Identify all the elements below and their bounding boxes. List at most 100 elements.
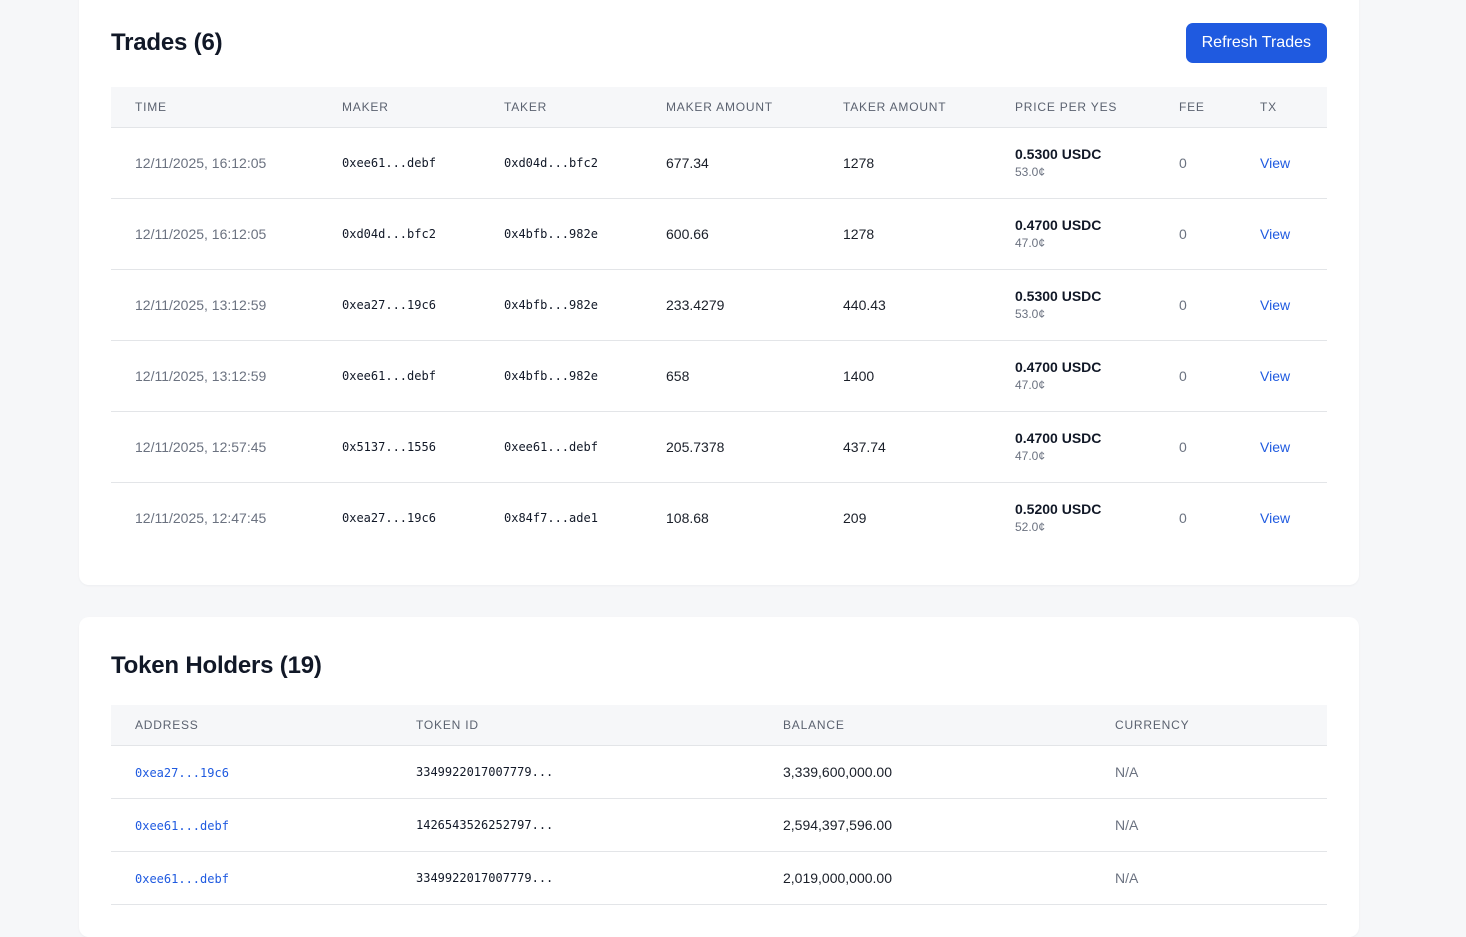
trade-taker: 0x84f7...ade1 <box>504 510 598 525</box>
trade-time: 12/11/2025, 12:47:45 <box>135 509 267 526</box>
trade-tx: View <box>1236 127 1327 199</box>
trades-card: Trades (6) Refresh Trades Time Maker Tak… <box>79 0 1359 585</box>
trade-tx: View <box>1236 269 1327 341</box>
trade-price: 0.5300 USDC 53.0¢ <box>991 127 1155 199</box>
column-header-taker[interactable]: Taker <box>480 87 642 128</box>
trade-taker-amount: 1400 <box>819 340 991 412</box>
column-header-balance[interactable]: Balance <box>759 705 1091 746</box>
holder-token-id: 3349922017007779... <box>392 851 759 905</box>
trade-taker: 0x4bfb...982e <box>480 269 642 341</box>
trade-maker-amount: 600.66 <box>642 198 819 270</box>
holder-balance: 2,594,397,596.00 <box>759 798 1091 852</box>
token-holders-table: Address Token ID Balance Currency 0xea27… <box>111 705 1327 905</box>
trade-maker: 0xea27...19c6 <box>342 510 436 525</box>
trade-time: 12/11/2025, 13:12:59 <box>111 269 318 341</box>
trade-fee: 0 <box>1155 269 1236 341</box>
column-header-taker-amount[interactable]: Taker Amount <box>819 87 991 128</box>
price-usdc: 0.4700 USDC <box>1015 429 1102 446</box>
trade-time: 12/11/2025, 16:12:05 <box>111 127 318 199</box>
view-tx-link[interactable]: View <box>1260 367 1291 384</box>
trade-taker: 0x4bfb...982e <box>480 198 642 270</box>
holder-row: 0xee61...debf 1426543526252797... 2,594,… <box>111 798 1327 852</box>
trade-taker-amount: 1278 <box>819 198 991 270</box>
holder-address-link[interactable]: 0xea27...19c6 <box>135 765 229 780</box>
holder-balance: 2,019,000,000.00 <box>759 851 1091 905</box>
column-header-address[interactable]: Address <box>111 705 392 746</box>
trade-maker: 0xd04d...bfc2 <box>318 198 480 270</box>
column-header-time[interactable]: Time <box>111 87 318 128</box>
view-tx-link[interactable]: View <box>1260 509 1291 526</box>
trade-taker: 0xd04d...bfc2 <box>480 127 642 199</box>
trade-row: 12/11/2025, 13:12:59 0xee61...debf 0x4bf… <box>111 340 1327 412</box>
holders-header-row: Address Token ID Balance Currency <box>111 705 1327 746</box>
holder-address: 0xea27...19c6 <box>111 745 392 799</box>
trade-time: 12/11/2025, 16:12:05 <box>111 198 318 270</box>
holder-currency: N/A <box>1091 851 1327 905</box>
trade-maker-amount: 658 <box>642 340 819 412</box>
trade-maker-amount: 677.34 <box>642 127 819 199</box>
trade-fee: 0 <box>1155 127 1236 199</box>
trade-taker-amount: 1278 <box>819 127 991 199</box>
token-holders-header: Token Holders (19) <box>111 647 1327 685</box>
trades-table: Time Maker Taker Maker Amount Taker Amou… <box>111 87 1327 553</box>
column-header-maker-amount[interactable]: Maker Amount <box>642 87 819 128</box>
price-cents: 47.0¢ <box>1015 235 1046 250</box>
price-usdc: 0.5300 USDC <box>1015 145 1102 162</box>
column-header-tx[interactable]: TX <box>1236 87 1327 128</box>
trade-taker-amount: 437.74 <box>819 411 991 483</box>
trade-taker: 0x4bfb...982e <box>480 340 642 412</box>
price-usdc: 0.4700 USDC <box>1015 358 1102 375</box>
trade-fee: 0 <box>1179 509 1187 526</box>
trade-row: 12/11/2025, 16:12:05 0xee61...debf 0xd04… <box>111 127 1327 199</box>
trade-row: 12/11/2025, 13:12:59 0xea27...19c6 0x4bf… <box>111 269 1327 341</box>
trades-header: Trades (6) Refresh Trades <box>111 23 1327 63</box>
trades-header-row: Time Maker Taker Maker Amount Taker Amou… <box>111 87 1327 128</box>
price-cents: 47.0¢ <box>1015 448 1046 463</box>
token-holders-title: Token Holders (19) <box>111 652 322 679</box>
trade-maker: 0xee61...debf <box>318 340 480 412</box>
view-tx-link[interactable]: View <box>1260 154 1291 171</box>
trade-maker-amount: 233.4279 <box>642 269 819 341</box>
trade-tx: View <box>1236 482 1327 553</box>
trade-tx: View <box>1236 340 1327 412</box>
trade-taker-amount: 209 <box>843 509 867 526</box>
token-holders-card: Token Holders (19) Address Token ID Bala… <box>79 617 1359 937</box>
column-header-price[interactable]: Price per YES <box>991 87 1155 128</box>
column-header-token-id[interactable]: Token ID <box>392 705 759 746</box>
price-usdc: 0.5200 USDC <box>1015 500 1102 517</box>
price-cents: 52.0¢ <box>1015 519 1046 534</box>
trade-fee: 0 <box>1155 411 1236 483</box>
holder-row: 0xea27...19c6 3349922017007779... 3,339,… <box>111 745 1327 799</box>
holder-balance: 3,339,600,000.00 <box>759 745 1091 799</box>
trade-tx: View <box>1236 411 1327 483</box>
trade-row: 12/11/2025, 16:12:05 0xd04d...bfc2 0x4bf… <box>111 198 1327 270</box>
holder-row: 0xee61...debf 3349922017007779... 2,019,… <box>111 851 1327 905</box>
trade-taker: 0xee61...debf <box>480 411 642 483</box>
holder-token-id: 1426543526252797... <box>392 798 759 852</box>
holder-address-link[interactable]: 0xee61...debf <box>135 818 229 833</box>
price-usdc: 0.5300 USDC <box>1015 287 1102 304</box>
trade-time: 12/11/2025, 12:57:45 <box>111 411 318 483</box>
holder-address: 0xee61...debf <box>111 851 392 905</box>
holder-address-link[interactable]: 0xee61...debf <box>135 871 229 886</box>
trade-row: 12/11/2025, 12:47:45 0xea27...19c6 0x84f… <box>111 482 1327 553</box>
price-cents: 53.0¢ <box>1015 306 1046 321</box>
view-tx-link[interactable]: View <box>1260 225 1291 242</box>
column-header-fee[interactable]: Fee <box>1155 87 1236 128</box>
view-tx-link[interactable]: View <box>1260 296 1291 313</box>
trade-price: 0.4700 USDC 47.0¢ <box>991 340 1155 412</box>
trades-title: Trades (6) <box>111 29 223 56</box>
holder-currency: N/A <box>1091 745 1327 799</box>
trade-maker: 0xee61...debf <box>318 127 480 199</box>
trade-maker: 0x5137...1556 <box>318 411 480 483</box>
trade-price: 0.4700 USDC 47.0¢ <box>991 198 1155 270</box>
column-header-maker[interactable]: Maker <box>318 87 480 128</box>
holder-token-id: 3349922017007779... <box>392 745 759 799</box>
refresh-trades-button[interactable]: Refresh Trades <box>1185 23 1327 63</box>
trade-price: 0.4700 USDC 47.0¢ <box>991 411 1155 483</box>
view-tx-link[interactable]: View <box>1260 438 1291 455</box>
trade-price: 0.5300 USDC 53.0¢ <box>991 269 1155 341</box>
price-cents: 47.0¢ <box>1015 377 1046 392</box>
column-header-currency[interactable]: Currency <box>1091 705 1327 746</box>
trade-maker: 0xea27...19c6 <box>318 269 480 341</box>
